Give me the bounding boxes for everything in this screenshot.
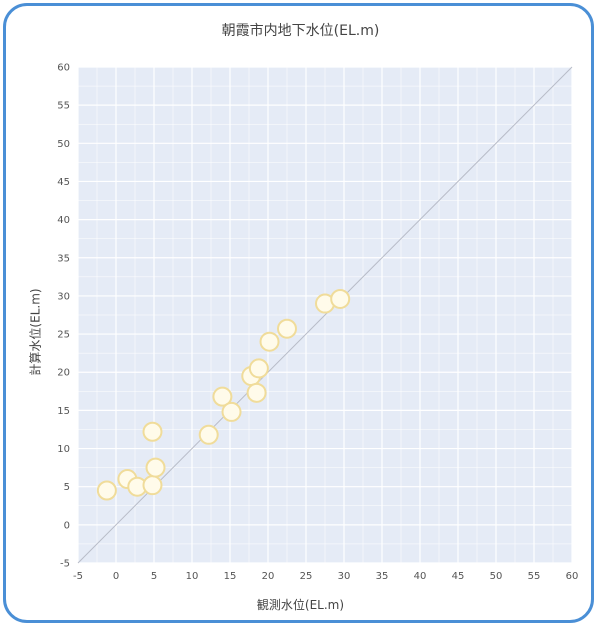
y-tick-label: -5 (60, 559, 70, 570)
x-tick-labels: -5 0 5 10 15 20 25 30 35 40 45 50 55 60 (73, 571, 578, 582)
data-point (145, 457, 166, 478)
data-point (330, 288, 351, 309)
x-tick-label: 15 (224, 571, 237, 582)
x-tick-label: 20 (262, 571, 275, 582)
x-tick-label: 35 (376, 571, 389, 582)
y-tick-label: 45 (57, 177, 70, 188)
y-tick-label: 35 (57, 253, 70, 264)
y-tick-label: 30 (57, 291, 70, 302)
y-tick-label: 20 (57, 368, 70, 379)
y-tick-label: 55 (57, 101, 70, 112)
x-tick-label: 55 (528, 571, 541, 582)
data-point (142, 475, 163, 496)
y-tick-labels: -5 0 5 10 15 20 25 30 35 40 45 50 55 60 (57, 63, 70, 570)
x-tick-label: 60 (566, 571, 579, 582)
x-tick-label: 0 (113, 571, 119, 582)
y-tick-label: 15 (57, 406, 70, 417)
data-point (212, 386, 233, 407)
x-tick-label: 30 (338, 571, 351, 582)
x-tick-label: 45 (452, 571, 465, 582)
data-points (96, 288, 351, 501)
data-point (142, 421, 163, 442)
data-point (221, 401, 242, 422)
data-point (248, 358, 269, 379)
x-tick-label: 50 (490, 571, 503, 582)
y-tick-label: 50 (57, 139, 70, 150)
y-tick-label: 0 (64, 520, 70, 531)
data-point (96, 480, 117, 501)
x-axis-label: 観測水位(EL.m) (256, 598, 345, 612)
y-tick-label: 10 (57, 444, 70, 455)
y-tick-label: 60 (57, 63, 70, 74)
y-tick-label: 5 (64, 482, 70, 493)
x-tick-label: 40 (414, 571, 427, 582)
data-point (277, 318, 297, 339)
data-point (246, 382, 267, 403)
x-tick-label: 10 (186, 571, 199, 582)
chart-title: 朝霞市内地下水位(EL.m) (221, 23, 380, 39)
x-tick-label: -5 (73, 571, 83, 582)
x-tick-label: 25 (300, 571, 313, 582)
y-tick-label: 25 (57, 330, 70, 341)
data-point (198, 424, 219, 445)
x-tick-label: 5 (151, 571, 157, 582)
y-tick-label: 40 (57, 215, 70, 226)
data-point (259, 331, 280, 352)
grid-lines (77, 66, 573, 564)
